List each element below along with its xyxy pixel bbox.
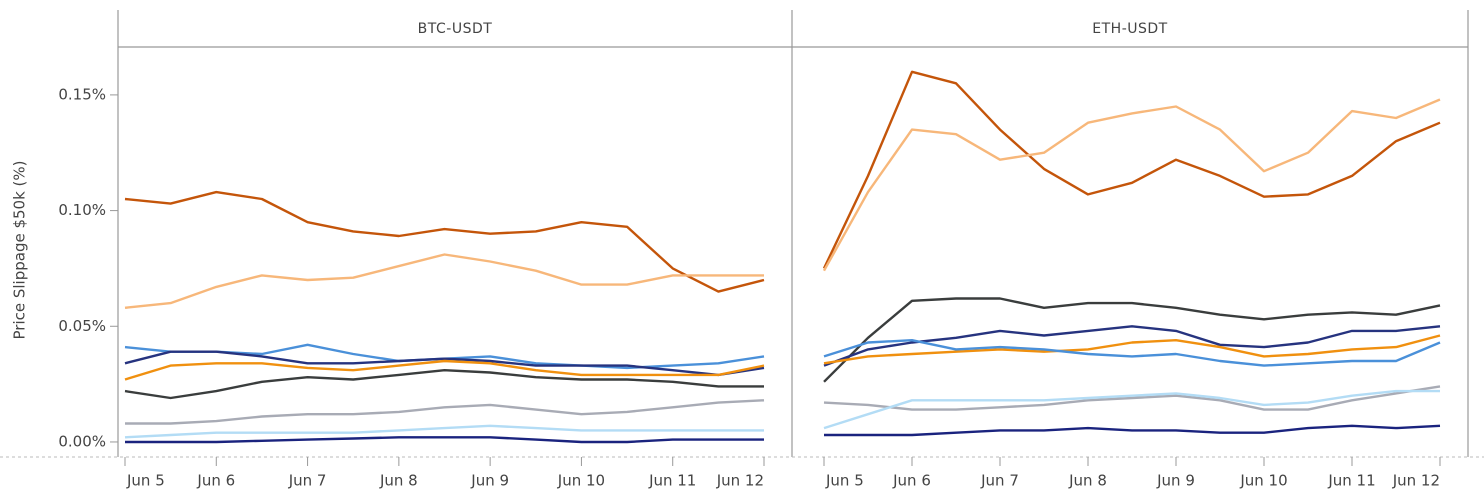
x-tick-label: Jun 7 [288,472,327,490]
panel-title: BTC-USDT [418,21,493,37]
series-line [823,339,1441,367]
x-tick-label: Jun 6 [196,472,235,490]
x-tick-label: Jun 9 [470,472,509,490]
series-line [823,385,1441,411]
y-tick-label: 0.15% [58,85,106,103]
series-line [124,369,764,400]
x-tick-label: Jun 5 [126,472,165,490]
x-tick-label: Jun 8 [379,472,418,490]
series-line [823,389,1440,430]
x-tick-label: Jun 5 [825,472,864,490]
series-line [823,325,1441,367]
series-line [124,350,765,377]
x-tick-label: Jun 11 [1327,472,1375,490]
series-line [822,98,1441,272]
y-tick-label: 0.05% [58,317,106,335]
series-line [125,399,765,425]
series-line [125,436,764,444]
x-tick-label: Jun 9 [1156,472,1195,490]
series-line [124,359,765,381]
x-tick-label: Jun 7 [980,472,1019,490]
x-tick-label: Jun 8 [1068,472,1107,490]
series-line [822,70,1441,269]
panel-title: ETH-USDT [1092,21,1167,37]
series-line [823,297,1441,383]
series-line [124,190,765,293]
series-line [824,424,1441,437]
y-tick-label: 0.10% [58,201,106,219]
y-tick-label: 0.00% [58,432,106,450]
x-tick-label: Jun 12 [716,472,764,490]
y-axis-label: Price Slippage $50k (%) [11,160,29,339]
x-tick-label: Jun 10 [1239,472,1287,490]
series-line [124,253,764,309]
x-tick-label: Jun 6 [892,472,931,490]
x-tick-label: Jun 12 [1392,472,1440,490]
x-tick-label: Jun 11 [648,472,696,490]
x-tick-label: Jun 10 [557,472,605,490]
series-line [823,334,1441,365]
series-line [124,424,764,439]
